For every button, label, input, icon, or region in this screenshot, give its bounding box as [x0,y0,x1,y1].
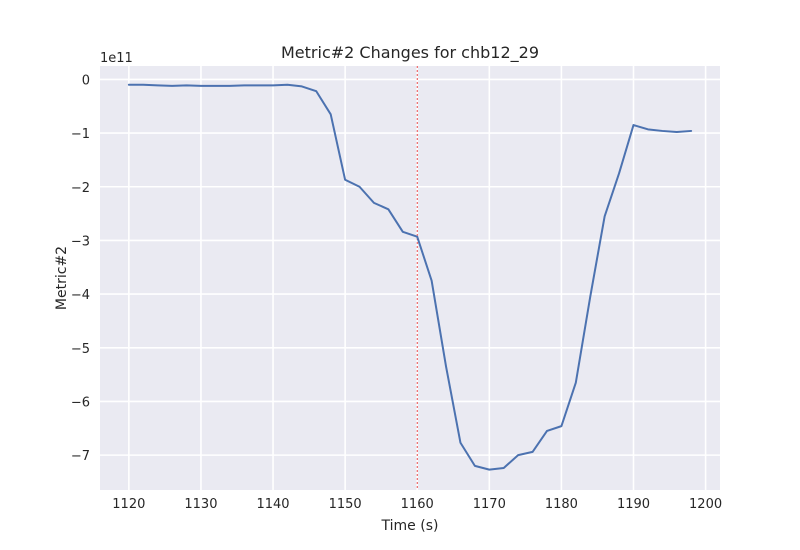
x-tick-label: 1120 [112,497,145,512]
y-tick-label: −5 [71,342,90,357]
y-tick-label: −6 [71,395,90,410]
series-line [127,83,693,471]
y-ticks: 0 −1 −2 −3 −4 −5 −6 −7 [71,73,90,464]
x-tick-label: 1180 [545,497,578,512]
x-tick-label: 1190 [617,497,650,512]
x-tick-label: 1170 [473,497,506,512]
x-tick-label: 1140 [256,497,289,512]
grid [100,66,720,490]
y-tick-label: −1 [71,127,90,142]
y-tick-label: 0 [82,73,90,88]
x-tick-label: 1200 [689,497,722,512]
y-offset-text: 1e11 [100,51,133,66]
plot-background [100,66,720,490]
x-tick-label: 1160 [401,497,434,512]
y-tick-label: −2 [71,181,90,196]
y-tick-label: −3 [71,234,90,249]
y-axis-label: Metric#2 [54,246,70,310]
series-layer [127,66,693,490]
x-tick-label: 1130 [184,497,217,512]
x-ticks: 1120 1130 1140 1150 1160 1170 1180 1190 1200 [112,497,722,512]
x-axis-label: Time (s) [381,518,439,534]
y-tick-label: −4 [71,288,90,303]
x-tick-label: 1150 [329,497,362,512]
y-tick-label: −7 [71,449,90,464]
chart-title: Metric#2 Changes for chb12_29 [281,43,539,63]
